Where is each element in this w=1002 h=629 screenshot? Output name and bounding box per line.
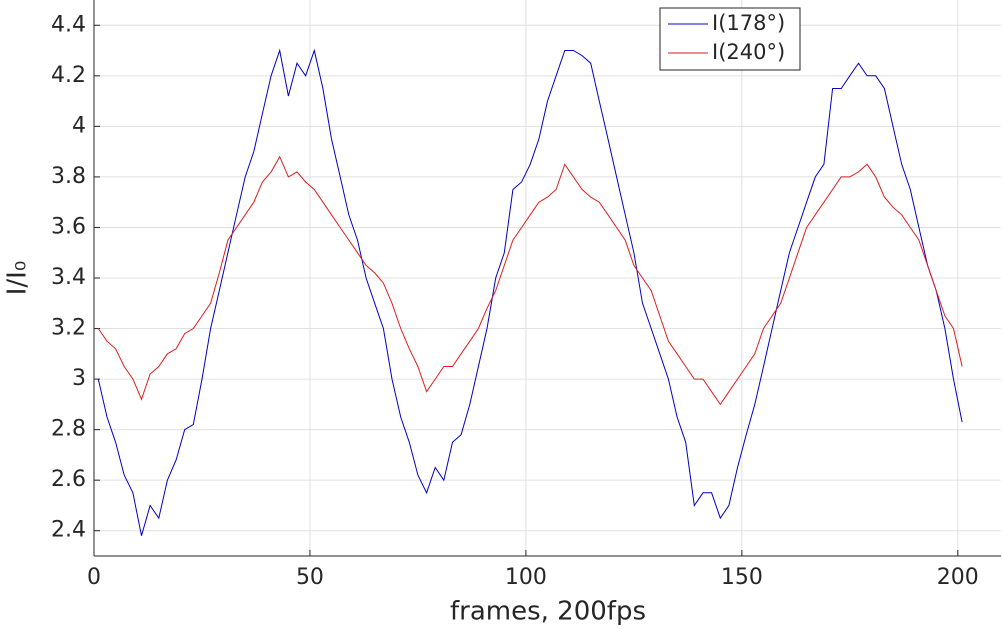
- series-line: [97, 155, 963, 406]
- y-tick-label: 3.6: [51, 214, 86, 239]
- legend: I(178°) I(240°): [659, 7, 801, 71]
- legend-label: I(178°): [712, 11, 785, 35]
- x-tick-label: 50: [296, 565, 324, 590]
- x-tick-label: 200: [937, 565, 979, 590]
- y-tick-label: 4: [72, 113, 86, 138]
- y-tick-label: 4.2: [51, 63, 86, 88]
- y-tick-label: 3: [72, 366, 86, 391]
- y-tick-label: 2.6: [51, 467, 86, 492]
- y-tick-label: 2.8: [51, 417, 86, 442]
- y-tick-label: 2.4: [51, 518, 86, 543]
- legend-label: I(240°): [712, 40, 785, 64]
- x-tick-label: 0: [87, 565, 101, 590]
- y-tick-label: 3.2: [51, 316, 86, 341]
- series-line: [97, 48, 963, 536]
- y-tick-label: 3.4: [51, 265, 86, 290]
- y-tick-label: 4.4: [51, 12, 86, 37]
- y-tick-label: 3.8: [51, 164, 86, 189]
- x-axis-label: frames, 200fps: [450, 597, 646, 627]
- legend-box: [659, 7, 801, 71]
- x-tick-label: 150: [721, 565, 763, 590]
- y-axis-label: I/I₀: [3, 261, 33, 296]
- x-tick-label: 100: [505, 565, 547, 590]
